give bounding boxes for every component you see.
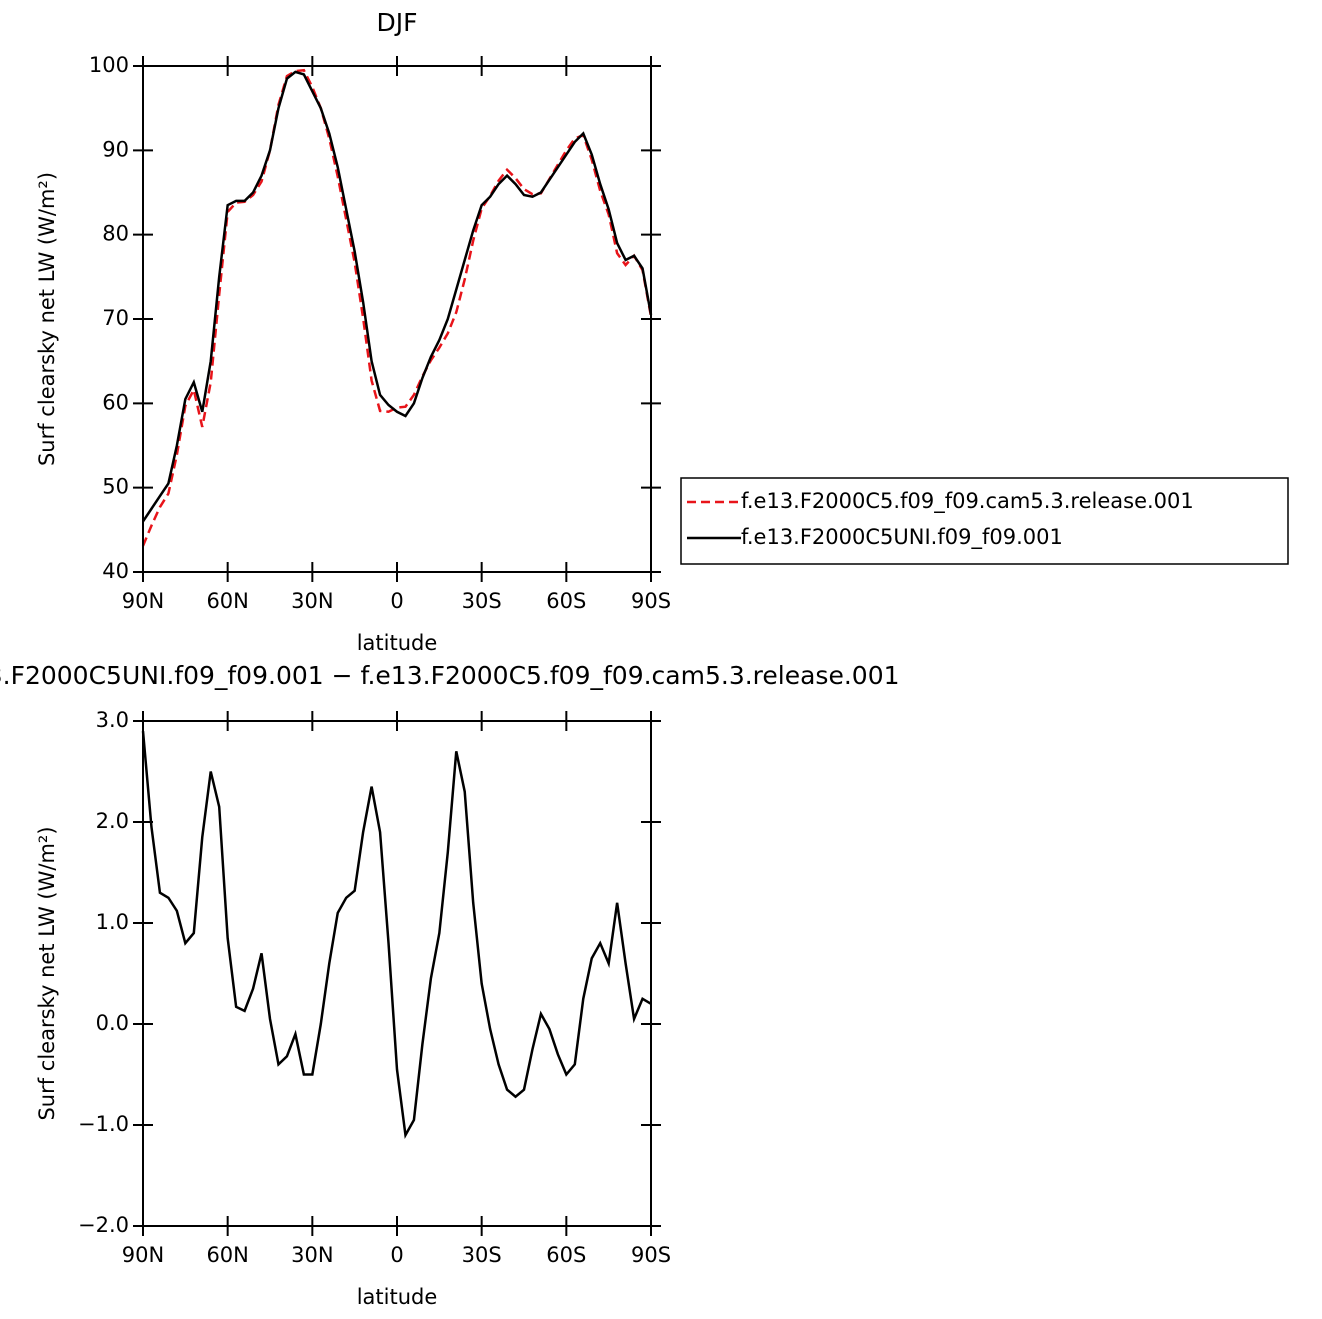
legend-label: f.e13.F2000C5.f09_f09.cam5.3.release.001 <box>741 489 1194 514</box>
y-tick-label: 2.0 <box>96 809 129 833</box>
x-tick-label: 30N <box>291 1243 333 1267</box>
chart-title: DJF <box>376 8 417 37</box>
y-tick-label: 60 <box>102 390 129 414</box>
data-line <box>141 70 653 523</box>
x-tick-label: 0 <box>390 589 403 613</box>
y-tick-label: 50 <box>102 475 129 499</box>
x-tick-label: 90S <box>631 589 671 613</box>
y-tick-label: −1.0 <box>78 1112 129 1136</box>
y-tick-label: 70 <box>102 306 129 330</box>
y-tick-label: 90 <box>102 137 129 161</box>
y-tick-label: 3.0 <box>96 708 129 732</box>
y-tick-label: 100 <box>89 53 129 77</box>
x-tick-label: 60N <box>206 1243 248 1267</box>
x-tick-label: 30N <box>291 589 333 613</box>
x-tick-label: 90S <box>631 1243 671 1267</box>
y-axis-label: Surf clearsky net LW (W/m²) <box>35 172 59 466</box>
y-tick-label: 0.0 <box>96 1011 129 1035</box>
plot-frame <box>142 720 652 1227</box>
y-tick-label: 80 <box>102 222 129 246</box>
x-axis-label: latitude <box>357 1285 438 1309</box>
x-tick-label: 30S <box>462 1243 502 1267</box>
legend-label: f.e13.F2000C5UNI.f09_f09.001 <box>741 525 1063 550</box>
y-axis-label: Surf clearsky net LW (W/m²) <box>35 826 59 1120</box>
y-tick-label: 40 <box>102 559 129 583</box>
plot-frame <box>142 65 652 573</box>
legend-box <box>680 477 1289 565</box>
data-line <box>141 730 652 1140</box>
x-tick-label: 60S <box>546 589 586 613</box>
chart-title: f.e13.F2000C5UNI.f09_f09.001 − f.e13.F20… <box>0 661 899 690</box>
x-tick-label: 60N <box>206 589 248 613</box>
x-tick-label: 90N <box>122 589 164 613</box>
y-tick-label: −2.0 <box>78 1213 129 1237</box>
x-tick-label: 30S <box>462 589 502 613</box>
y-tick-label: 1.0 <box>96 910 129 934</box>
x-axis-label: latitude <box>357 631 438 655</box>
x-tick-label: 0 <box>390 1243 403 1267</box>
x-tick-label: 90N <box>122 1243 164 1267</box>
x-tick-label: 60S <box>546 1243 586 1267</box>
